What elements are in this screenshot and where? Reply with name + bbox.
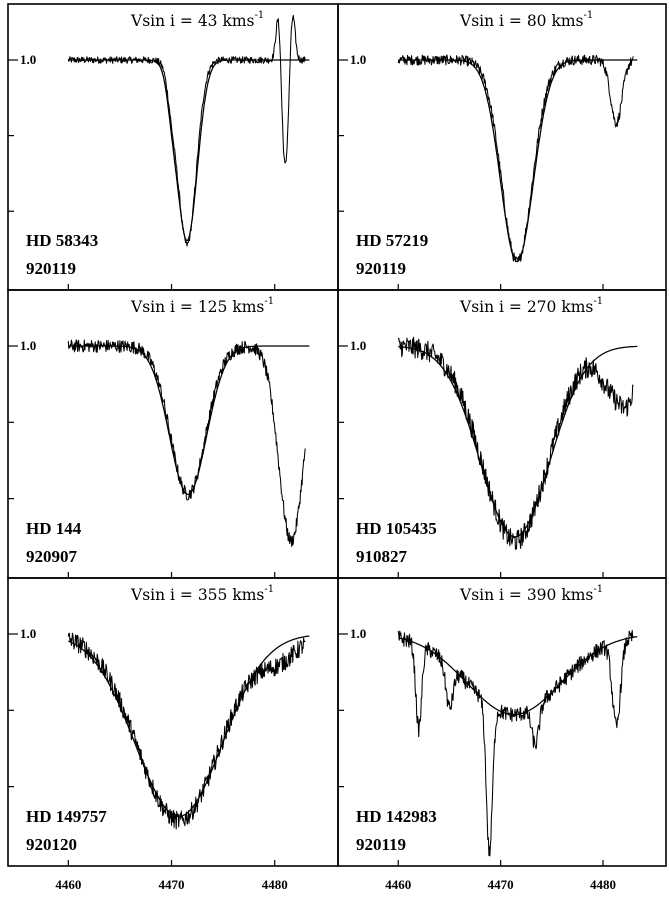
observed-spectrum: [397, 629, 634, 857]
observation-date: 920119: [26, 259, 76, 278]
spectrum-panel: 1.0 Vsin i = 270 kms-1 HD 105435 910827: [337, 289, 667, 579]
observation-date: 920119: [356, 259, 406, 278]
observed-spectrum: [67, 14, 306, 247]
spectrum-panel: 1.0 Vsin i = 80 kms-1 HD 57219 920119: [337, 3, 667, 291]
x-tick-label: 4460: [55, 877, 81, 892]
star-name: HD 58343: [26, 231, 98, 250]
star-name: HD 142983: [356, 807, 437, 826]
continuum-label: 1.0: [350, 626, 366, 641]
x-tick-label: 4460: [385, 877, 411, 892]
observation-date: 910827: [356, 547, 408, 566]
model-profile: [68, 635, 310, 817]
observation-date: 920120: [26, 835, 77, 854]
unit-exponent: -1: [264, 584, 274, 595]
unit-exponent: -1: [593, 296, 603, 307]
model-profile: [68, 59, 310, 242]
model-profile: [398, 345, 638, 538]
observed-spectrum: [67, 339, 306, 548]
vsini-label: Vsin i = 355 kms-1: [130, 584, 274, 604]
star-name: HD 105435: [356, 519, 437, 538]
vsini-label: Vsin i = 125 kms-1: [130, 296, 274, 316]
unit-exponent: -1: [264, 296, 274, 307]
x-tick-label: 4480: [590, 877, 616, 892]
observed-spectrum: [397, 54, 634, 263]
vsini-label: Vsin i = 43 kms-1: [130, 10, 264, 30]
x-tick-label: 4470: [159, 877, 185, 892]
x-tick-label: 4470: [488, 877, 514, 892]
star-name: HD 149757: [26, 807, 107, 826]
continuum-label: 1.0: [20, 52, 36, 67]
observation-date: 920119: [356, 835, 406, 854]
star-name: HD 144: [26, 519, 82, 538]
vsini-label: Vsin i = 390 kms-1: [459, 584, 603, 604]
unit-exponent: -1: [255, 10, 265, 21]
observed-spectrum: [67, 632, 306, 830]
observation-date: 920907: [26, 547, 78, 566]
model-profile: [398, 59, 638, 263]
continuum-label: 1.0: [20, 338, 36, 353]
continuum-label: 1.0: [350, 52, 366, 67]
vsini-label: Vsin i = 80 kms-1: [459, 10, 593, 30]
unit-exponent: -1: [593, 584, 603, 595]
spectrum-panel: 1.0 Vsin i = 125 kms-1 HD 144 920907: [7, 289, 339, 579]
x-tick-label: 4480: [262, 877, 288, 892]
unit-exponent: -1: [584, 10, 594, 21]
panel-frame: [337, 577, 667, 867]
continuum-label: 1.0: [350, 338, 366, 353]
spectrum-panel: 1.0 Vsin i = 390 kms-1 HD 142983 920119 4460…: [337, 577, 667, 892]
spectrum-panel: 1.0 Vsin i = 355 kms-1 HD 149757 920120 4460…: [7, 577, 339, 892]
observed-spectrum: [397, 336, 634, 550]
vsini-label: Vsin i = 270 kms-1: [459, 296, 603, 316]
continuum-label: 1.0: [20, 626, 36, 641]
star-name: HD 57219: [356, 231, 428, 250]
spectrum-panel: 1.0 Vsin i = 43 kms-1 HD 58343 920119: [7, 3, 339, 291]
